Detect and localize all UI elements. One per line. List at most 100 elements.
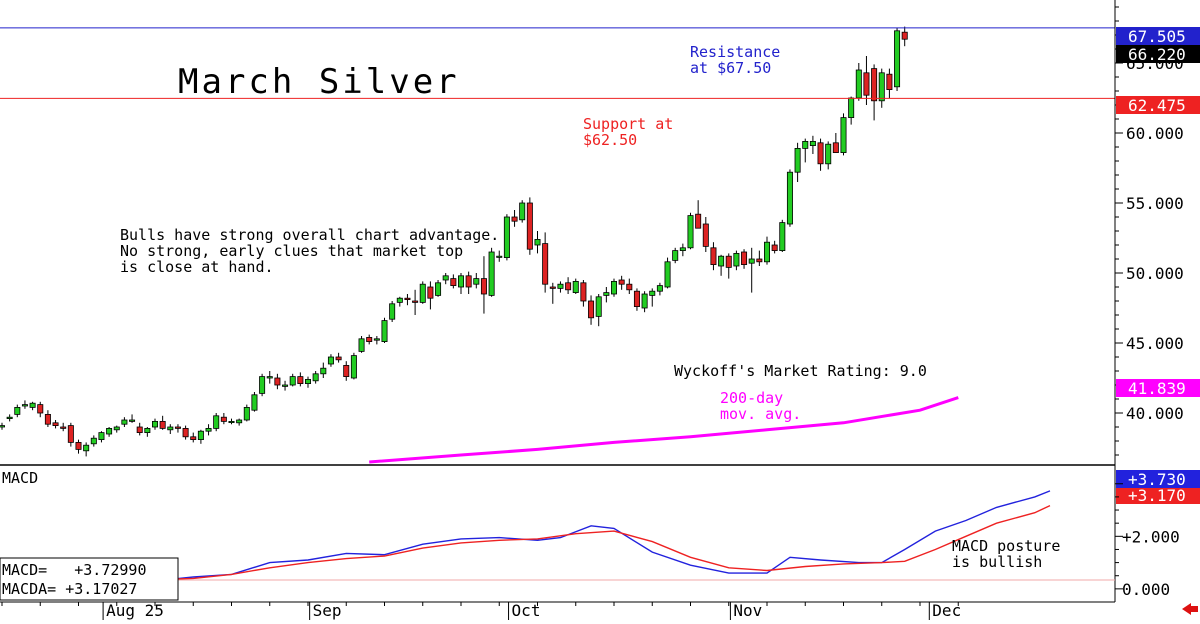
commentary-annotation: Bulls have strong overall chart advantag… [120,226,499,276]
candle-body-up [327,356,334,365]
candle-body-down [741,251,748,266]
macda-badge-bg [1116,486,1200,504]
moving-average-200-day-line [369,396,959,464]
market-rating: Wyckoff's Market Rating: 9.0 [674,362,927,380]
candle [457,273,464,294]
candle-body-up [649,290,656,296]
candle [236,418,243,426]
candle [312,371,319,384]
macd-readout-value: MACD= +3.72990 [2,561,147,579]
price-tick-label: 40.000 [1126,404,1184,423]
candle-body-down [710,247,717,266]
candle [335,352,342,363]
candle [664,257,671,289]
candle [174,424,181,433]
candle [190,432,197,443]
candle-body-up [825,143,832,165]
candle-body-up [473,278,480,285]
candle-body-down [626,283,633,291]
candle-body-down [343,364,350,377]
support-price-badge: 62.475 [1128,96,1186,115]
support-annotation: Support at $62.50 [583,115,673,149]
candle [98,431,105,443]
candle [243,404,250,422]
candle [542,232,549,293]
candle [611,278,618,297]
candle [496,250,503,262]
date-tick-label: Sep [313,601,342,620]
candle-body-up [14,406,21,415]
candle-body-up [786,171,793,225]
candle-body-up [213,415,220,429]
candle-body-up [373,338,380,341]
candle-body-down [511,216,518,222]
candle [167,424,174,434]
support-annotation-line: Support at [583,115,673,133]
candle-body-down [220,416,227,422]
candle-body-up [21,404,28,407]
candle [304,376,311,388]
candle-body-up [312,373,319,382]
candle-body-down [67,425,74,443]
candle [679,243,686,257]
annotation-layer: Resistance at $67.50 Support at $62.50 Bulls… [120,43,801,423]
candle [435,280,442,297]
candle-body-up [121,419,128,425]
candle [251,392,258,412]
candle-body-up [664,261,671,288]
candle [779,219,786,252]
candle [282,380,289,391]
candle-body-up [389,303,396,320]
date-axis: Aug 25 Sep Oct Nov Dec [1,601,961,620]
candle [106,427,113,437]
candle [572,278,579,294]
candle-body-down [427,286,434,299]
candle-body-down [450,278,457,287]
candle-body-up [350,355,357,379]
resistance-price-badge-bg [1116,27,1200,45]
candle [381,317,388,343]
support-resistance-layer [0,27,1115,99]
candle-body-up [679,247,686,252]
resistance-annotation: Resistance at $67.50 [690,43,780,77]
moving-average-annotation: 200-day mov. avg. [720,389,801,423]
candle [886,68,893,98]
candle [817,138,824,171]
candle [113,425,120,433]
candle [442,273,449,285]
macd-panel-label: MACD [2,469,38,487]
candle-body-down [756,258,763,263]
candle-body-up [802,140,809,149]
candle [366,334,373,345]
last-price-badge-bg [1116,45,1200,63]
candle-body-down [297,376,304,385]
candle-body-down [480,278,487,295]
candle-body-up [534,238,541,246]
candle-body-down [633,290,640,308]
candle [756,250,763,266]
candle-body-down [695,213,702,229]
candle-body-up [764,241,771,263]
candle [320,362,327,378]
candle-body-down [817,142,824,165]
scroll-left-arrow-icon[interactable] [1182,603,1198,615]
candle-body-up [0,425,5,428]
candle [649,288,656,307]
candle [14,404,21,418]
macda-line [1,504,1051,581]
candle [825,141,832,170]
candle-body-down [863,72,870,96]
macd-tick-label: 0.000 [1122,580,1170,599]
last-price-badge: 66.220 [1128,45,1186,64]
candle [358,336,365,353]
candle [75,439,82,454]
candle [656,282,663,296]
macd-axis-ticks: 0.000 +2.000 [1115,483,1180,599]
candle-body-up [381,320,388,343]
candle [764,236,771,265]
candle-body-up [228,420,235,423]
candle [205,424,212,436]
moving-average-annotation-line: mov. avg. [720,405,801,423]
candle [480,256,487,314]
candle-body-up [794,147,801,173]
